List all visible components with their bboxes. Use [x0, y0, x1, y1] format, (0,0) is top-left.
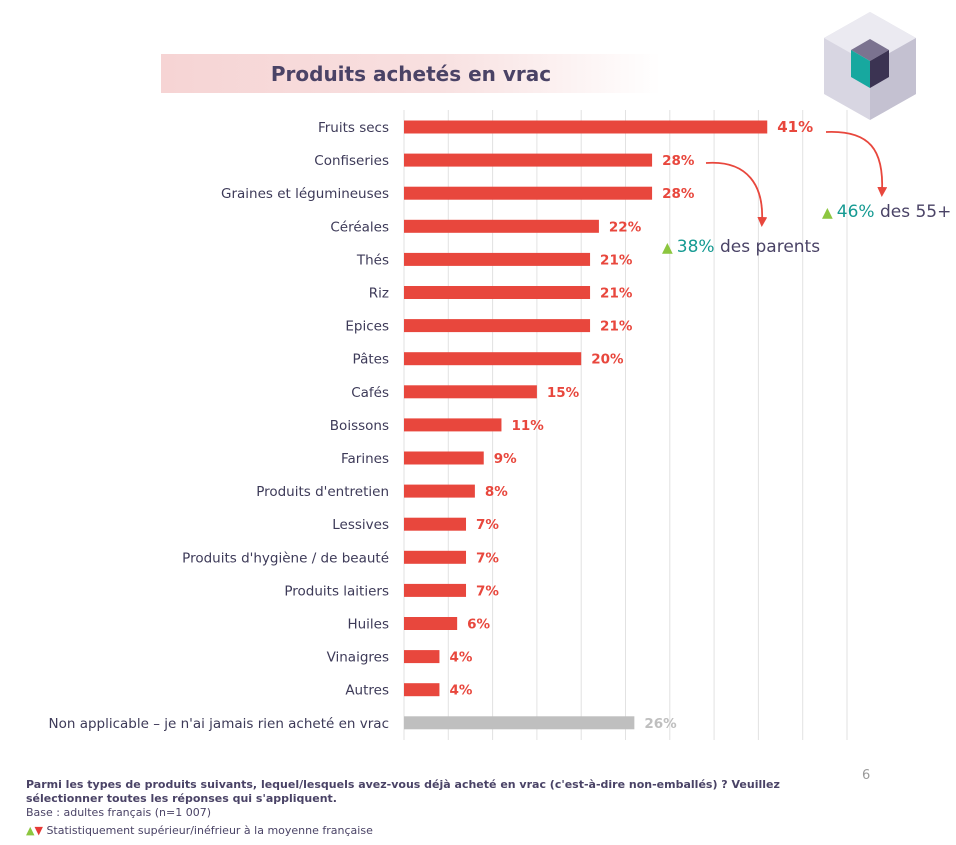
category-label: Epices [345, 319, 389, 335]
footer: Parmi les types de produits suivants, le… [26, 778, 846, 838]
bar [404, 583, 467, 597]
bar [404, 120, 768, 134]
bar [404, 352, 582, 366]
bar [404, 418, 502, 432]
value-label: 7% [476, 550, 499, 566]
value-label: 4% [449, 650, 472, 666]
callout-arrows [705, 131, 888, 227]
value-label: 21% [600, 319, 633, 335]
value-label: 28% [662, 186, 695, 202]
category-label: Riz [369, 286, 389, 302]
footer-legend-text: Statistiquement supérieur/inéfrieur à la… [46, 824, 373, 837]
callout-parents-text: des parents [719, 237, 821, 257]
value-label: 4% [449, 683, 472, 699]
callout-parents: ▲ 38% des parents [662, 237, 820, 257]
category-label: Confiseries [314, 153, 389, 169]
callout-parents-pct: 38% [676, 237, 715, 257]
bar [404, 484, 475, 498]
category-label: Non applicable – je n'ai jamais rien ach… [48, 716, 389, 732]
footer-question: Parmi les types de produits suivants, le… [26, 778, 780, 805]
bar [404, 716, 635, 730]
callout-55plus-text: des 55+ [879, 202, 952, 222]
bar [404, 219, 599, 233]
value-label: 41% [777, 118, 813, 136]
chart-title: Produits achetés en vrac [270, 61, 552, 86]
slide-number: 6 [862, 768, 871, 783]
value-label: 7% [476, 517, 499, 533]
value-label: 26% [644, 716, 677, 732]
bar [404, 385, 537, 399]
value-label: 6% [467, 617, 490, 633]
bar [404, 252, 591, 266]
category-label: Farines [341, 451, 389, 467]
category-label: Huiles [347, 617, 389, 633]
bar [404, 683, 440, 697]
bar [404, 186, 653, 200]
bar [404, 451, 484, 465]
category-label: Pâtes [353, 352, 389, 368]
category-label: Thés [356, 252, 389, 268]
up-triangle-icon: ▲ [662, 240, 673, 256]
footer-legend: ▲▼ Statistiquement supérieur/inéfrieur à… [26, 824, 846, 838]
category-label: Vinaigres [327, 650, 389, 666]
value-label: 28% [662, 153, 695, 169]
cube-logo-icon [824, 12, 916, 120]
value-label: 11% [511, 418, 544, 434]
category-label: Produits d'entretien [256, 484, 389, 500]
bar [404, 517, 467, 531]
callout-arrow-55plus [825, 131, 888, 197]
bar [404, 286, 591, 299]
category-label: Fruits secs [318, 120, 389, 136]
title-band [161, 54, 661, 93]
footer-base: Base : adultes français (n=1 007) [26, 806, 211, 819]
down-triangle-icon: ▼ [34, 824, 43, 837]
value-label: 22% [609, 219, 642, 235]
bar [404, 153, 653, 167]
category-label: Céréales [330, 219, 389, 235]
bar [404, 550, 467, 564]
bar [404, 650, 440, 664]
value-label: 20% [591, 352, 624, 368]
bars: Fruits secs 41% Confiseries 28% Graines et l… [48, 118, 813, 732]
callout-arrow-parents [705, 161, 768, 227]
callout-55plus: ▲ 46% des 55+ [822, 202, 951, 222]
category-label: Produits laitiers [284, 583, 389, 599]
up-triangle-icon: ▲ [822, 205, 833, 221]
category-label: Produits d'hygiène / de beauté [182, 550, 389, 566]
up-triangle-icon: ▲ [26, 824, 35, 837]
category-label: Autres [345, 683, 389, 699]
value-label: 21% [600, 252, 633, 268]
value-label: 21% [600, 286, 633, 302]
value-label: 8% [485, 484, 508, 500]
value-label: 15% [547, 385, 580, 401]
bar [404, 617, 458, 630]
category-label: Cafés [351, 385, 389, 401]
category-label: Lessives [332, 517, 389, 533]
callout-55plus-pct: 46% [836, 202, 875, 222]
category-label: Boissons [330, 418, 389, 434]
value-label: 7% [476, 583, 499, 599]
category-label: Graines et légumineuses [221, 186, 389, 202]
bar-chart: Fruits secs 41% Confiseries 28% Graines et l… [48, 110, 888, 740]
bar [404, 319, 591, 333]
value-label: 9% [494, 451, 517, 467]
